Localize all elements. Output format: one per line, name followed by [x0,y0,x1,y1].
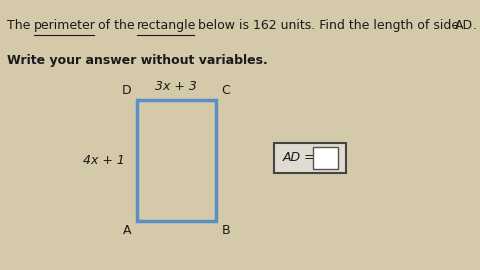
Text: The: The [7,19,35,32]
Text: B: B [221,224,230,237]
Text: C: C [221,84,230,97]
Text: A: A [123,224,132,237]
Text: 4x + 1: 4x + 1 [84,154,125,167]
Text: perimeter: perimeter [34,19,96,32]
Bar [274,143,346,173]
Text: D: D [122,84,132,97]
Text: rectangle: rectangle [137,19,196,32]
Bar [313,147,338,169]
Text: .: . [472,19,476,32]
Text: of the: of the [94,19,138,32]
Bar [137,100,216,221]
Text: AD =: AD = [283,151,315,164]
Text: below is 162 units. Find the length of side: below is 162 units. Find the length of s… [194,19,463,32]
Text: AD: AD [455,19,473,32]
Text: 3x + 3: 3x + 3 [156,80,197,93]
Text: Write your answer without variables.: Write your answer without variables. [7,54,268,67]
